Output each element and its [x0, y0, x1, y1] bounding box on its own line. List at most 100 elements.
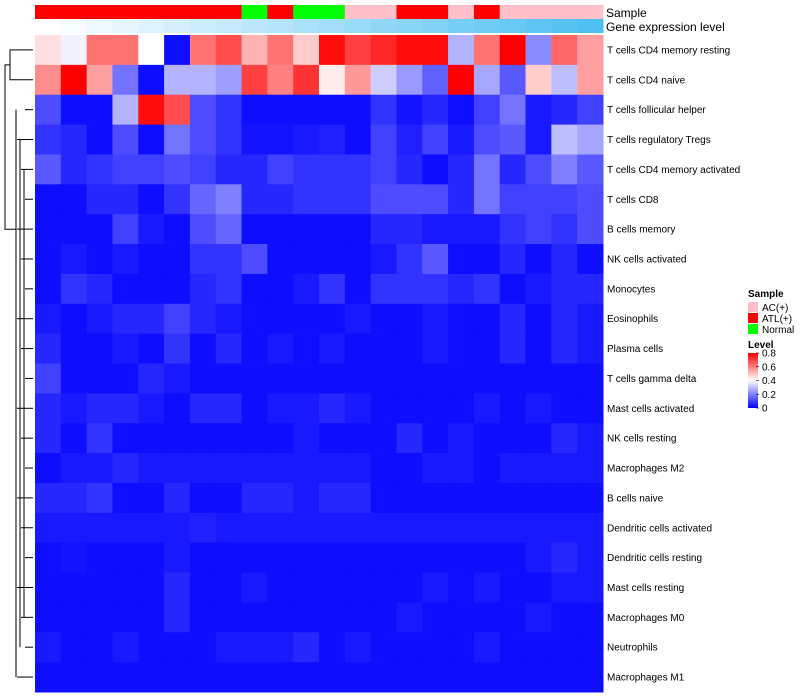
heatmap-cell [396, 662, 423, 693]
heatmap-cell [60, 572, 88, 603]
heatmap-cell [293, 35, 320, 66]
heatmap-cell [215, 363, 243, 394]
heatmap-cell [499, 453, 527, 484]
heatmap-cell [344, 632, 372, 663]
heatmap-cell [215, 94, 243, 126]
heatmap-cell [396, 602, 423, 633]
heatmap-cell [422, 333, 449, 364]
heatmap-cell [525, 453, 552, 484]
heatmap-cell [267, 124, 294, 155]
heatmap-cell [293, 184, 320, 215]
heatmap-cell [370, 453, 397, 484]
heatmap-cell [215, 662, 243, 693]
heatmap-cell [189, 423, 217, 454]
heatmap-cell [370, 662, 397, 693]
row-label: T cells CD8 [607, 195, 659, 206]
heatmap-cell [422, 35, 449, 66]
heatmap-cell [551, 632, 578, 663]
heatmap-cell [189, 273, 217, 305]
sample-annotation-cell [164, 5, 191, 19]
heatmap-cell [164, 393, 191, 424]
heatmap-cell [525, 273, 552, 305]
heatmap-cell [164, 124, 191, 155]
heatmap-cell [577, 453, 604, 484]
heatmap-cell [344, 154, 372, 185]
heatmap-cell [422, 303, 449, 335]
heatmap-cell [499, 542, 527, 574]
heatmap-cell [35, 94, 62, 126]
heatmap-cell [293, 303, 320, 335]
heatmap-cell [525, 662, 552, 693]
heatmap-cell [86, 662, 113, 693]
expression-annotation-cell [473, 19, 501, 33]
heatmap-cell [551, 453, 578, 484]
heatmap-cell [164, 602, 191, 633]
heatmap-cell [525, 184, 552, 215]
legend-swatch [748, 324, 758, 334]
heatmap-cell [551, 273, 578, 305]
heatmap-cell [473, 542, 501, 574]
heatmap-cell [396, 333, 423, 364]
heatmap-cell [164, 154, 191, 185]
heatmap-cell [138, 632, 165, 663]
heatmap-cell [577, 214, 604, 245]
expression-annotation-cell [319, 19, 346, 33]
heatmap-cell [319, 423, 346, 454]
sample-legend-entries: AC(+)ATL(+)Normal [748, 302, 794, 336]
dendrogram-branch [4, 64, 16, 230]
sample-annotation-cell [35, 5, 62, 19]
heatmap-cell [473, 662, 501, 693]
heatmap-cell [138, 423, 165, 454]
heatmap-cell [473, 393, 501, 424]
heatmap-cell [344, 542, 372, 574]
heatmap-cell [164, 303, 191, 335]
heatmap-cell [499, 35, 527, 66]
heatmap-cell [241, 333, 268, 364]
heatmap-cell [319, 154, 346, 185]
heatmap-cell [370, 602, 397, 633]
heatmap-cell [35, 542, 62, 574]
heatmap-cell [86, 542, 113, 574]
expression-annotation-cell [241, 19, 268, 33]
heatmap-cell [60, 244, 88, 275]
heatmap-cell [293, 512, 320, 544]
heatmap-cell [112, 542, 139, 574]
heatmap-cell [189, 363, 217, 394]
heatmap-cell [577, 662, 604, 693]
expression-annotation-cell [422, 19, 449, 33]
heatmap-cell [577, 363, 604, 394]
heatmap-cell [35, 393, 62, 424]
heatmap-cell [267, 632, 294, 663]
heatmap-cell [473, 273, 501, 305]
heatmap-cell [112, 35, 139, 66]
heatmap-cell [267, 184, 294, 215]
heatmap-cell [60, 214, 88, 245]
heatmap-cell [293, 632, 320, 663]
sample-annotation-cell [86, 5, 113, 19]
heatmap-cell [448, 423, 475, 454]
heatmap-cell [138, 602, 165, 633]
heatmap-cell [577, 273, 604, 305]
heatmap-cell [112, 94, 139, 126]
heatmap-cell [35, 184, 62, 215]
heatmap-cell [293, 273, 320, 305]
sample-annotation-cell [138, 5, 165, 19]
sample-annotation-cell [267, 5, 294, 19]
heatmap-cell [370, 35, 397, 66]
heatmap-cell [499, 184, 527, 215]
heatmap-cell [267, 35, 294, 66]
heatmap-cell [319, 482, 346, 514]
heatmap-cell [319, 35, 346, 66]
level-tick-label: 0.2 [762, 390, 776, 401]
heatmap-cell [499, 363, 527, 394]
heatmap-cell [215, 35, 243, 66]
heatmap-cell [344, 35, 372, 66]
heatmap-cell [86, 94, 113, 126]
heatmap-cell [319, 453, 346, 484]
heatmap-cell [448, 542, 475, 574]
heatmap-cell [267, 423, 294, 454]
heatmap-cell [422, 184, 449, 215]
heatmap-cell [241, 184, 268, 215]
heatmap-cell [164, 184, 191, 215]
heatmap-cell [267, 363, 294, 394]
